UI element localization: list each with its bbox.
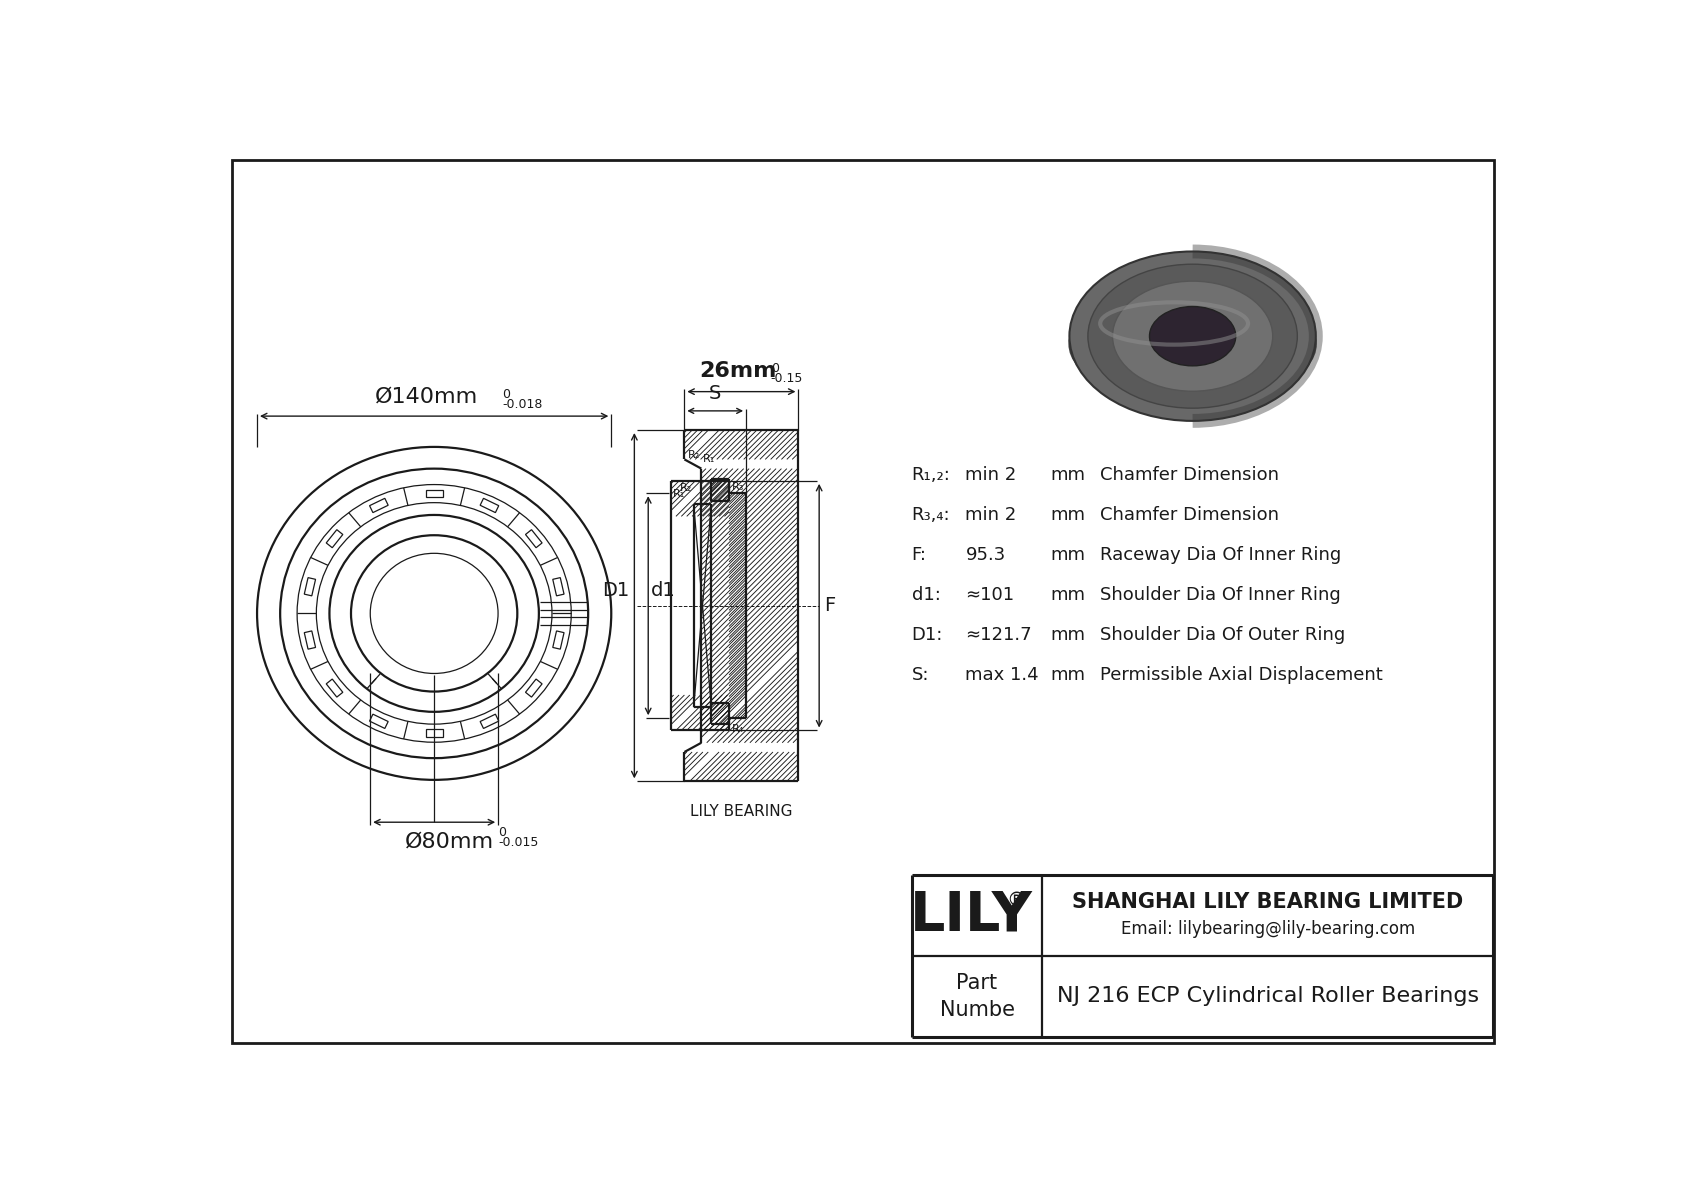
Text: ®: ® — [1007, 891, 1026, 910]
Text: 26mm: 26mm — [699, 361, 776, 381]
Text: -0.015: -0.015 — [498, 836, 539, 849]
Text: R₂: R₂ — [687, 450, 701, 460]
Text: 95.3: 95.3 — [965, 545, 1005, 563]
Text: 0: 0 — [498, 827, 507, 840]
Text: D1:: D1: — [911, 626, 943, 644]
Text: 0: 0 — [771, 362, 778, 375]
Text: D1: D1 — [603, 581, 630, 600]
Ellipse shape — [1088, 264, 1297, 409]
Text: mm: mm — [1051, 466, 1084, 484]
Text: Email: lilybearing@lily-bearing.com: Email: lilybearing@lily-bearing.com — [1120, 921, 1415, 939]
Text: min 2: min 2 — [965, 466, 1017, 484]
Bar — [552, 631, 564, 649]
Text: S:: S: — [911, 666, 930, 684]
Text: LILY BEARING: LILY BEARING — [690, 804, 793, 819]
Bar — [305, 631, 315, 649]
Bar — [552, 578, 564, 596]
Bar — [426, 490, 443, 498]
Text: mm: mm — [1051, 626, 1084, 644]
Text: S: S — [709, 385, 721, 404]
Text: F:: F: — [911, 545, 926, 563]
Text: mm: mm — [1051, 666, 1084, 684]
Text: mm: mm — [1051, 586, 1084, 604]
Text: Chamfer Dimension: Chamfer Dimension — [1100, 466, 1280, 484]
Ellipse shape — [1113, 281, 1273, 392]
Text: d1:: d1: — [911, 586, 940, 604]
Ellipse shape — [1150, 306, 1236, 366]
Text: Raceway Dia Of Inner Ring: Raceway Dia Of Inner Ring — [1100, 545, 1342, 563]
Ellipse shape — [1069, 251, 1315, 420]
Text: LILY: LILY — [909, 888, 1032, 942]
Text: NJ 216 ECP Cylindrical Roller Bearings: NJ 216 ECP Cylindrical Roller Bearings — [1056, 986, 1479, 1006]
Text: Ø80mm: Ø80mm — [404, 831, 493, 852]
Text: d1: d1 — [652, 581, 675, 600]
Text: R₄: R₄ — [733, 724, 744, 735]
Bar — [525, 530, 542, 548]
Text: Part
Numbe: Part Numbe — [940, 973, 1014, 1019]
Text: Permissible Axial Displacement: Permissible Axial Displacement — [1100, 666, 1383, 684]
Bar — [369, 498, 389, 512]
Text: mm: mm — [1051, 506, 1084, 524]
Text: Chamfer Dimension: Chamfer Dimension — [1100, 506, 1280, 524]
Bar — [305, 578, 315, 596]
Text: max 1.4: max 1.4 — [965, 666, 1039, 684]
Text: Ø140mm: Ø140mm — [376, 387, 478, 407]
Text: 0: 0 — [502, 388, 510, 400]
Text: -0.15: -0.15 — [771, 372, 803, 385]
Ellipse shape — [1069, 285, 1315, 404]
Bar — [480, 715, 498, 729]
Text: R₁,₂:: R₁,₂: — [911, 466, 950, 484]
Bar — [327, 530, 344, 548]
Text: R₂: R₂ — [680, 484, 692, 493]
Text: Shoulder Dia Of Outer Ring: Shoulder Dia Of Outer Ring — [1100, 626, 1346, 644]
Text: -0.018: -0.018 — [502, 398, 542, 411]
Text: SHANGHAI LILY BEARING LIMITED: SHANGHAI LILY BEARING LIMITED — [1073, 892, 1463, 912]
Text: R₃,₄:: R₃,₄: — [911, 506, 950, 524]
Bar — [369, 715, 389, 729]
Text: R₁: R₁ — [702, 454, 716, 464]
Text: F: F — [823, 597, 835, 616]
Text: mm: mm — [1051, 545, 1084, 563]
Bar — [525, 679, 542, 697]
Text: Shoulder Dia Of Inner Ring: Shoulder Dia Of Inner Ring — [1100, 586, 1340, 604]
Text: min 2: min 2 — [965, 506, 1017, 524]
Text: ≈101: ≈101 — [965, 586, 1014, 604]
Bar — [480, 498, 498, 512]
Text: R₃: R₃ — [733, 481, 744, 492]
Text: R₁: R₁ — [674, 488, 685, 499]
Bar — [327, 679, 344, 697]
Bar — [426, 729, 443, 737]
Text: ≈121.7: ≈121.7 — [965, 626, 1032, 644]
